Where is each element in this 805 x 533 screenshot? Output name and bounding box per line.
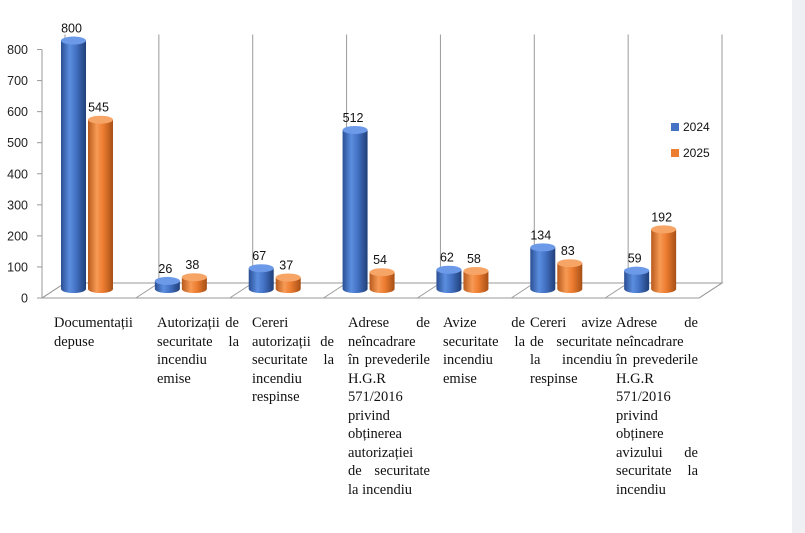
- bar-top: [557, 259, 583, 268]
- bar-2024-3: [342, 125, 368, 293]
- bar-top: [181, 273, 207, 282]
- window-edge: [792, 0, 805, 533]
- data-label: 545: [88, 101, 109, 115]
- data-label: 192: [651, 210, 672, 224]
- bar-body: [436, 269, 462, 293]
- bar-top: [61, 36, 86, 45]
- bar-top: [436, 265, 462, 274]
- bar-body: [88, 119, 113, 294]
- bar-body: [624, 270, 650, 293]
- bar-body: [369, 272, 395, 293]
- data-label: 54: [373, 253, 387, 267]
- y-tick-label: 400: [7, 167, 28, 181]
- bar-2024-1: [154, 276, 180, 293]
- bar-body: [557, 263, 583, 293]
- bar-2024-2: [248, 264, 274, 293]
- category-label: Autorizații de securitate la incendiu em…: [157, 315, 239, 387]
- bar-body: [248, 268, 274, 293]
- bar-2024-6: [624, 266, 650, 293]
- bar-2025-2: [275, 273, 301, 293]
- y-tick-label: 500: [7, 136, 28, 150]
- bar-2025-4: [463, 266, 489, 293]
- data-label: 38: [185, 258, 199, 272]
- bar-top: [369, 268, 395, 277]
- category-label: Avize de securitate la incendiu emise: [443, 315, 525, 387]
- data-label: 67: [252, 249, 266, 263]
- data-label: 58: [467, 252, 481, 266]
- bar-body: [342, 129, 368, 293]
- bar-body: [275, 277, 301, 293]
- data-label: 83: [561, 244, 575, 258]
- bar-2024-5: [530, 243, 556, 293]
- bar-body: [181, 277, 207, 293]
- bar-2025-6: [651, 225, 677, 293]
- data-label: 62: [440, 251, 454, 265]
- data-label: 512: [343, 111, 364, 125]
- bar-top: [88, 115, 113, 124]
- bar-2025-1: [181, 273, 207, 293]
- y-tick-label: 200: [7, 229, 28, 243]
- y-tick-label: 700: [7, 74, 28, 88]
- y-tick-label: 800: [7, 43, 28, 57]
- bar-top: [463, 266, 489, 275]
- bar-body: [530, 247, 556, 293]
- data-label: 800: [61, 22, 82, 36]
- bar-2024-4: [436, 265, 462, 293]
- bar-body: [463, 270, 489, 293]
- y-tick-label: 100: [7, 260, 28, 274]
- bar-2025-5: [557, 259, 583, 293]
- bar-body: [61, 40, 86, 293]
- bar-2024-0: [61, 36, 86, 293]
- legend-label-2024: 2024: [683, 120, 710, 134]
- bar-2025-0: [88, 115, 113, 294]
- bar-2025-3: [369, 268, 395, 293]
- bar-top: [154, 276, 180, 285]
- bar-top: [651, 225, 677, 234]
- category-label: Cereri avize de securitate la incendiu r…: [530, 315, 612, 387]
- legend-swatch-2024: [671, 123, 679, 131]
- bar-top: [275, 273, 301, 282]
- bar-top: [624, 266, 650, 275]
- data-label: 134: [530, 228, 551, 242]
- data-label: 37: [279, 259, 293, 273]
- y-tick-label: 300: [7, 198, 28, 212]
- y-tick-label: 600: [7, 105, 28, 119]
- category-label: Adrese de neîncadrare în prevederile H.G…: [348, 315, 430, 498]
- data-label: 59: [628, 252, 642, 266]
- bar-top: [530, 243, 556, 252]
- data-label: 26: [158, 262, 172, 276]
- y-tick-label: 0: [21, 292, 28, 306]
- bar-top: [248, 264, 274, 273]
- category-label: Cereri autorizații de securitate la ince…: [252, 315, 334, 405]
- bar-top: [342, 125, 368, 134]
- legend-label-2025: 2025: [683, 146, 710, 160]
- category-label: Adrese de neîncadrare în prevederile H.G…: [616, 315, 698, 498]
- bar-body: [651, 229, 677, 293]
- category-label: Documentații depuse: [54, 315, 133, 350]
- legend-swatch-2025: [671, 149, 679, 157]
